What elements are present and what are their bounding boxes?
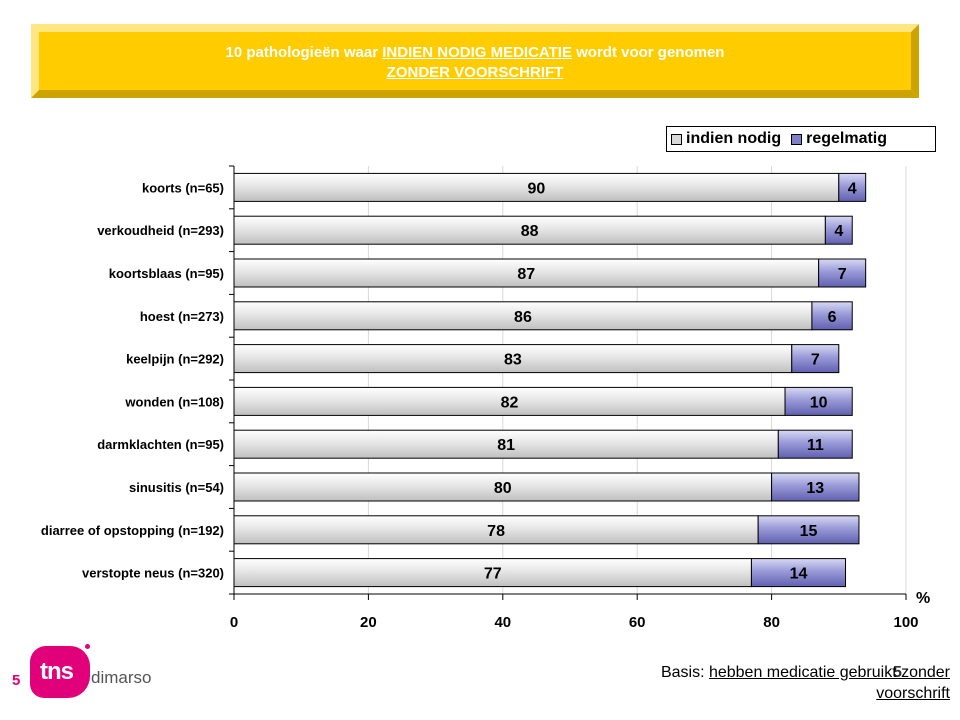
data-label-indien-nodig: 86 bbox=[514, 309, 532, 326]
data-label-regelmatig: 13 bbox=[806, 480, 824, 497]
data-label-indien-nodig: 83 bbox=[504, 352, 522, 369]
legend-item-regelmatig: regelmatig bbox=[791, 130, 887, 148]
legend-swatch-regelmatig bbox=[791, 133, 803, 145]
x-tick-label: 40 bbox=[494, 614, 511, 631]
axes bbox=[229, 165, 907, 600]
title-prefix: 10 pathologieën waar bbox=[225, 44, 383, 61]
bar-regelmatig bbox=[750, 558, 847, 588]
banner-frame bbox=[31, 24, 919, 98]
title-emphasis: INDIEN NODIG MEDICATIE bbox=[382, 44, 572, 61]
x-tick-label: 20 bbox=[360, 614, 377, 631]
bar-indien-nodig bbox=[233, 386, 786, 416]
tns-dimarso-logo: tns dimarso bbox=[28, 644, 158, 700]
data-label-regelmatig: 6 bbox=[828, 309, 837, 326]
title-line2: ZONDER VOORSCHRIFT bbox=[386, 64, 564, 81]
legend-swatch-indien bbox=[671, 133, 682, 145]
data-label-indien-nodig: 80 bbox=[494, 480, 512, 497]
category-label: keelpijn (n=292) bbox=[126, 352, 224, 367]
x-tick-label: 80 bbox=[763, 614, 780, 631]
data-label-regelmatig: 10 bbox=[810, 394, 828, 411]
bars bbox=[233, 172, 867, 588]
category-label: koorts (n=65) bbox=[142, 180, 224, 195]
category-label: koortsblaas (n=95) bbox=[109, 266, 224, 281]
title-banner: 10 pathologieën waar INDIEN NODIG MEDICA… bbox=[31, 24, 919, 98]
unit-label: % bbox=[916, 590, 931, 607]
bar-indien-nodig bbox=[233, 301, 813, 331]
chart-title: 10 pathologieën waar INDIEN NODIG MEDICA… bbox=[31, 43, 919, 83]
data-label-regelmatig: 7 bbox=[811, 352, 820, 369]
bar-indien-nodig bbox=[233, 258, 820, 288]
bar-regelmatig bbox=[757, 515, 860, 545]
data-label-regelmatig: 15 bbox=[800, 523, 818, 540]
title-suffix: wordt voor genomen bbox=[571, 44, 725, 61]
data-label-indien-nodig: 78 bbox=[487, 523, 505, 540]
legend-label-indien: indien nodig bbox=[686, 130, 782, 147]
labels: 0 20 40 60 80 100 90 4 koorts (n=65) 88 4 verkoudhe… bbox=[41, 180, 919, 631]
bar-regelmatig bbox=[824, 215, 853, 245]
category-label: verkoudheid (n=293) bbox=[97, 223, 224, 238]
data-label-regelmatig: 7 bbox=[838, 266, 847, 283]
data-label-regelmatig: 11 bbox=[807, 437, 824, 454]
data-label-regelmatig: 14 bbox=[790, 566, 808, 583]
chart-legend: indien nodig regelmatig bbox=[666, 126, 936, 152]
bar-regelmatig bbox=[777, 429, 853, 459]
category-label: diarree of opstopping (n=192) bbox=[41, 523, 224, 538]
data-label-indien-nodig: 77 bbox=[484, 566, 502, 583]
logo-blob bbox=[30, 646, 90, 698]
bar-indien-nodig bbox=[233, 472, 773, 502]
x-tick-label: 60 bbox=[629, 614, 646, 631]
logo-dot bbox=[85, 644, 90, 649]
x-tick-label: 100 bbox=[893, 614, 918, 631]
legend-item-indien: indien nodig bbox=[671, 130, 781, 148]
category-label: hoest (n=273) bbox=[140, 309, 224, 324]
bar-regelmatig bbox=[838, 172, 867, 202]
slide-number: 5 bbox=[893, 664, 902, 681]
data-label-indien-nodig: 81 bbox=[497, 437, 515, 454]
data-label-regelmatig: 4 bbox=[834, 223, 843, 240]
bar-regelmatig bbox=[784, 386, 853, 416]
category-label: wonden (n=108) bbox=[124, 394, 224, 409]
data-label-indien-nodig: 88 bbox=[521, 223, 539, 240]
bar-regelmatig bbox=[818, 258, 867, 288]
x-tick-label: 0 bbox=[230, 614, 238, 631]
basis-prefix: Basis: bbox=[660, 664, 709, 681]
category-label: verstopte neus (n=320) bbox=[82, 566, 224, 581]
basis-note: Basis: hebben medicatie gebruikt zonder … bbox=[590, 662, 950, 704]
bar-regelmatig bbox=[791, 344, 840, 374]
basis-text: hebben medicatie gebruikt zonder voorsch… bbox=[708, 664, 950, 702]
logo-tns: tns bbox=[40, 658, 74, 685]
bar-regelmatig bbox=[771, 472, 860, 502]
data-label-indien-nodig: 87 bbox=[517, 266, 535, 283]
category-label: sinusitis (n=54) bbox=[129, 480, 224, 495]
legend-label-regelmatig: regelmatig bbox=[806, 130, 888, 147]
data-label-indien-nodig: 82 bbox=[501, 394, 519, 411]
bar-regelmatig bbox=[811, 301, 853, 331]
category-label: darmklachten (n=95) bbox=[97, 437, 224, 452]
bar-indien-nodig bbox=[233, 215, 826, 245]
data-label-indien-nodig: 90 bbox=[528, 180, 546, 197]
logo-dimarso: dimarso bbox=[91, 668, 152, 687]
data-label-regelmatig: 4 bbox=[848, 180, 857, 197]
bar-indien-nodig bbox=[233, 172, 840, 202]
bar-indien-nodig bbox=[233, 515, 759, 545]
page-number: 5 bbox=[12, 672, 21, 689]
